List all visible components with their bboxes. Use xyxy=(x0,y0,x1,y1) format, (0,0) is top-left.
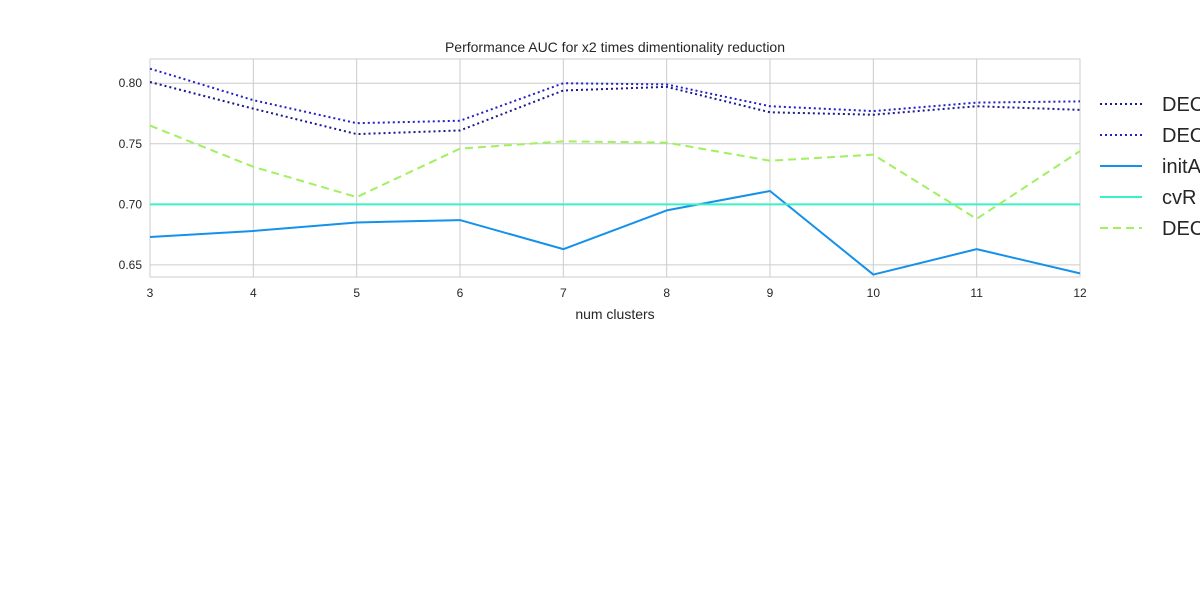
series-line-2 xyxy=(149,67,1081,125)
x-tick-label: 10 xyxy=(867,286,881,300)
series-line-3 xyxy=(149,190,1081,276)
series-layer xyxy=(149,67,1081,276)
x-tick-label: 9 xyxy=(767,286,774,300)
x-tick-label: 12 xyxy=(1073,286,1087,300)
x-tick-label: 11 xyxy=(970,286,983,300)
legend-label-5: DEC xyxy=(1162,218,1200,240)
y-tick-label: 0.80 xyxy=(119,76,143,90)
series-line-5 xyxy=(149,124,1081,220)
y-tick-labels: 0.65 0.70 0.75 0.80 xyxy=(119,76,143,272)
x-tick-label: 5 xyxy=(353,286,360,300)
legend-label-2: DEC xyxy=(1162,125,1200,147)
x-tick-label: 8 xyxy=(663,286,670,300)
legend: DEC DEC initA cvR DEC xyxy=(1100,94,1200,240)
legend-label-4: cvR xyxy=(1162,187,1196,209)
legend-label-3: initA xyxy=(1162,156,1200,178)
y-tick-label: 0.70 xyxy=(119,197,143,211)
grid xyxy=(149,59,1081,277)
y-tick-label: 0.65 xyxy=(119,258,143,272)
x-tick-label: 7 xyxy=(560,286,567,300)
chart-title: Performance AUC for x2 times dimentional… xyxy=(445,39,785,55)
y-tick-label: 0.75 xyxy=(119,137,143,151)
x-tick-labels: 3 4 5 6 7 8 9 10 11 12 xyxy=(147,286,1087,300)
plot-frame xyxy=(149,58,1081,278)
x-tick-label: 3 xyxy=(147,286,154,300)
x-axis-label: num clusters xyxy=(575,306,654,322)
x-tick-label: 4 xyxy=(250,286,257,300)
x-tick-label: 6 xyxy=(457,286,464,300)
legend-label-1: DEC xyxy=(1162,94,1200,116)
